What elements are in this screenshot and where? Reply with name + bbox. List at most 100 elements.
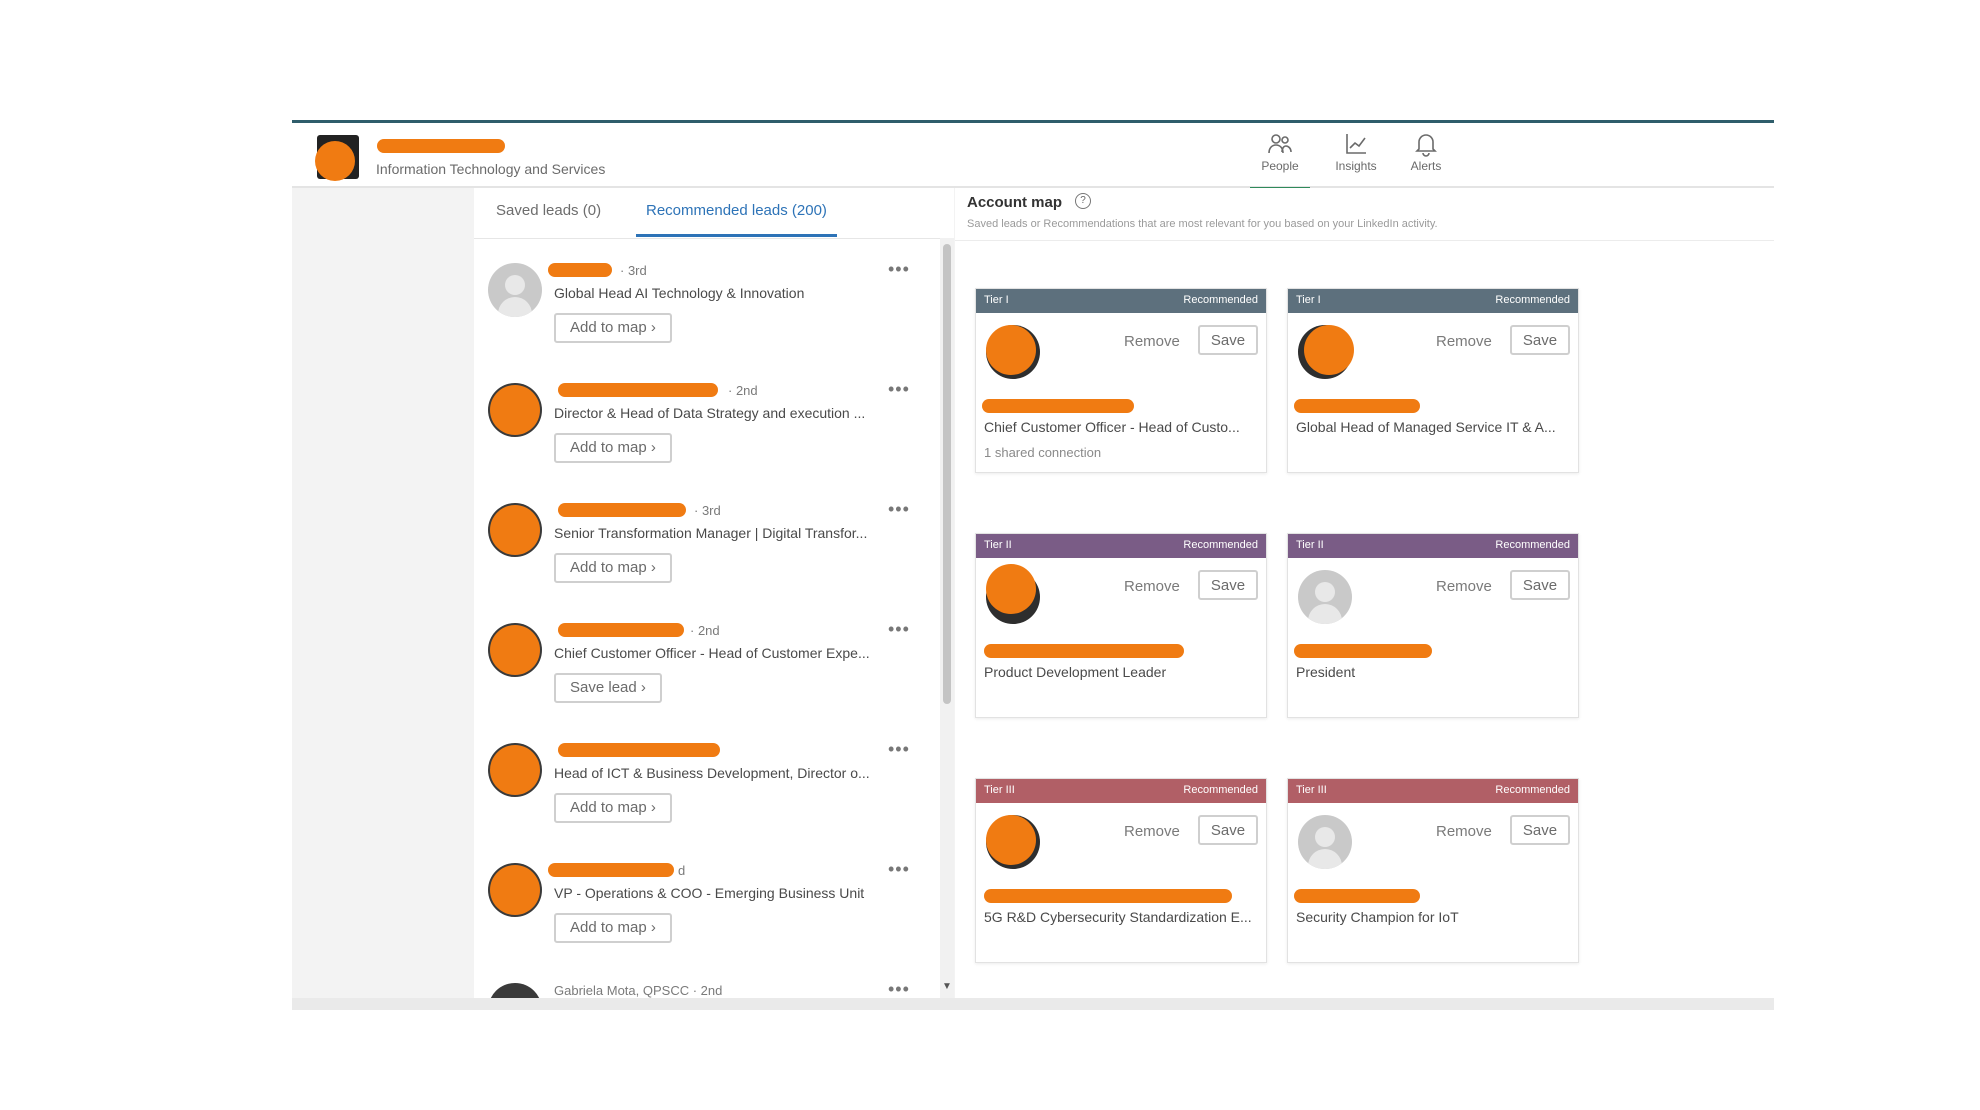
- lead-degree: · 2nd: [690, 623, 720, 638]
- add-to-map-button[interactable]: Add to map ›: [554, 313, 672, 343]
- nav-people[interactable]: People: [1250, 131, 1310, 191]
- remove-link[interactable]: Remove: [1124, 823, 1180, 840]
- remove-link[interactable]: Remove: [1124, 333, 1180, 350]
- redaction-mark: [490, 625, 540, 675]
- save-button[interactable]: Save: [1510, 570, 1570, 600]
- account-map-panel: Account map ? Saved leads or Recommendat…: [955, 188, 1774, 998]
- lead-name-redacted: [548, 263, 612, 277]
- company-name-redacted: [377, 139, 505, 153]
- lead-name-redacted: [558, 743, 720, 757]
- scrollbar-thumb[interactable]: [943, 244, 951, 704]
- tier-header: Tier I Recommended: [1288, 289, 1578, 313]
- tier-header: Tier III Recommended: [976, 779, 1266, 803]
- recommended-badge: Recommended: [1183, 784, 1258, 796]
- add-to-map-button[interactable]: Add to map ›: [554, 553, 672, 583]
- lead-name-redacted: [558, 623, 684, 637]
- lead-degree: d: [678, 863, 686, 878]
- save-button[interactable]: Save: [1198, 570, 1258, 600]
- lead-degree: · 3rd: [694, 503, 721, 518]
- save-lead-button[interactable]: Save lead ›: [554, 673, 662, 703]
- lead-title: Head of ICT & Business Development, Dire…: [554, 765, 870, 781]
- card-name-redacted: [1294, 889, 1420, 903]
- leads-scrollbar[interactable]: ▼: [940, 238, 954, 998]
- redaction-mark: [490, 385, 540, 435]
- more-options-icon[interactable]: •••: [888, 259, 910, 279]
- lead-degree: · 2nd: [728, 383, 758, 398]
- remove-link[interactable]: Remove: [1436, 578, 1492, 595]
- tier-header: Tier II Recommended: [1288, 534, 1578, 558]
- more-options-icon[interactable]: •••: [888, 619, 910, 639]
- insights-icon: [1346, 134, 1366, 154]
- tier-label: Tier I: [984, 294, 1009, 306]
- tab-saved-leads[interactable]: Saved leads (0): [496, 202, 602, 219]
- save-button[interactable]: Save: [1510, 325, 1570, 355]
- footer-strip: [292, 998, 1774, 1010]
- shared-connection[interactable]: 1 shared connection: [984, 445, 1102, 460]
- tier-label: Tier I: [1296, 294, 1321, 306]
- nav-people-label: People: [1261, 159, 1299, 173]
- redaction-mark: [986, 325, 1036, 375]
- redaction-mark: [490, 505, 540, 555]
- more-options-icon[interactable]: •••: [888, 379, 910, 399]
- account-map-card: Tier III Recommended Remove Save Securit…: [1287, 778, 1579, 963]
- tab-recommended-leads[interactable]: Recommended leads (200): [636, 202, 837, 237]
- scroll-down-arrow-icon[interactable]: ▼: [942, 981, 952, 992]
- recommended-badge: Recommended: [1183, 294, 1258, 306]
- save-button[interactable]: Save: [1198, 325, 1258, 355]
- divider: [955, 240, 1774, 241]
- remove-link[interactable]: Remove: [1436, 823, 1492, 840]
- save-button[interactable]: Save: [1198, 815, 1258, 845]
- card-title: Security Champion for IoT: [1296, 909, 1459, 925]
- account-map-card: Tier II Recommended Remove Save Presiden…: [1287, 533, 1579, 718]
- save-button[interactable]: Save: [1510, 815, 1570, 845]
- sales-navigator-window: Information Technology and Services Peop…: [292, 120, 1774, 1010]
- add-to-map-button[interactable]: Add to map ›: [554, 433, 672, 463]
- remove-link[interactable]: Remove: [1436, 333, 1492, 350]
- leads-tabs: Saved leads (0) Recommended leads (200): [474, 188, 954, 239]
- lead-title: Director & Head of Data Strategy and exe…: [554, 405, 866, 421]
- company-industry: Information Technology and Services: [376, 161, 606, 177]
- card-name-redacted: [982, 399, 1134, 413]
- account-map-title: Account map: [967, 194, 1063, 211]
- redaction-mark: [986, 815, 1036, 865]
- nav-alerts[interactable]: Alerts: [1396, 131, 1456, 183]
- tier-header: Tier II Recommended: [976, 534, 1266, 558]
- lead-item: Gabriela Mota, QPSCC · 2nd •••: [474, 963, 934, 998]
- lead-name: Gabriela Mota, QPSCC · 2nd: [554, 983, 723, 998]
- more-options-icon[interactable]: •••: [888, 979, 910, 998]
- tier-label: Tier III: [1296, 784, 1327, 796]
- help-icon[interactable]: ?: [1075, 193, 1091, 209]
- account-map-card: Tier I Recommended Remove Save Global He…: [1287, 288, 1579, 473]
- account-header: Information Technology and Services Peop…: [292, 123, 1774, 191]
- lead-item: · 3rd Senior Transformation Manager | Di…: [474, 483, 934, 603]
- tier-label: Tier II: [984, 539, 1012, 551]
- leads-panel: Saved leads (0) Recommended leads (200) …: [474, 188, 954, 998]
- lead-title: Chief Customer Officer - Head of Custome…: [554, 645, 870, 661]
- remove-link[interactable]: Remove: [1124, 578, 1180, 595]
- tier-label: Tier III: [984, 784, 1015, 796]
- recommended-badge: Recommended: [1183, 539, 1258, 551]
- avatar: [488, 983, 542, 998]
- tier-header: Tier III Recommended: [1288, 779, 1578, 803]
- lead-title: Global Head AI Technology & Innovation: [554, 285, 805, 301]
- more-options-icon[interactable]: •••: [888, 739, 910, 759]
- card-title: President: [1296, 664, 1356, 680]
- lead-degree: · 3rd: [620, 263, 647, 278]
- card-title: Product Development Leader: [984, 664, 1167, 680]
- tier-header: Tier I Recommended: [976, 289, 1266, 313]
- lead-item: · 3rd Global Head AI Technology & Innova…: [474, 243, 934, 363]
- add-to-map-button[interactable]: Add to map ›: [554, 793, 672, 823]
- add-to-map-button[interactable]: Add to map ›: [554, 913, 672, 943]
- more-options-icon[interactable]: •••: [888, 859, 910, 879]
- card-title: Chief Customer Officer - Head of Custo..…: [984, 419, 1240, 435]
- account-map-card: Tier III Recommended Remove Save 5G R&D …: [975, 778, 1267, 963]
- card-name-redacted: [1294, 399, 1420, 413]
- lead-name-redacted: [548, 863, 674, 877]
- redaction-mark: [986, 564, 1036, 614]
- lead-item: · 2nd Chief Customer Officer - Head of C…: [474, 603, 934, 723]
- card-title: 5G R&D Cybersecurity Standardization E..…: [984, 909, 1252, 925]
- card-name-redacted: [984, 644, 1184, 658]
- redaction-mark: [315, 141, 355, 181]
- nav-insights[interactable]: Insights: [1326, 131, 1386, 183]
- more-options-icon[interactable]: •••: [888, 499, 910, 519]
